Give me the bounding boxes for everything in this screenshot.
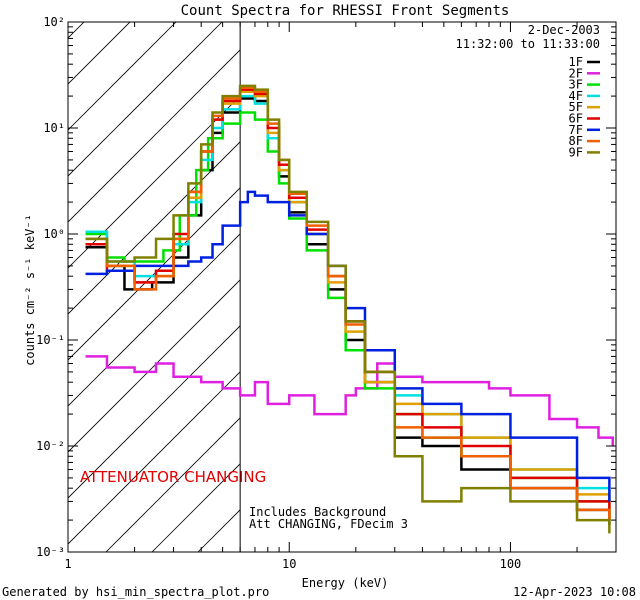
y-tick-label: 10⁻² xyxy=(36,439,65,453)
y-axis-label: counts cm⁻² s⁻¹ keV⁻¹ xyxy=(23,214,37,366)
hatch-line xyxy=(105,417,241,552)
y-tick-label: 10⁻³ xyxy=(36,545,65,559)
chart-title: Count Spectra for RHESSI Front Segments xyxy=(181,3,510,19)
plot-frame xyxy=(67,21,617,553)
hatch-line xyxy=(68,371,241,545)
y-tick-label: 10² xyxy=(43,15,65,29)
x-tick-label: 100 xyxy=(500,557,522,571)
legend-label-8f: 8F xyxy=(569,134,583,148)
hatch-line xyxy=(68,325,241,499)
y-tick-label: 10⁰ xyxy=(43,227,65,241)
footer-timestamp: 12-Apr-2023 10:08 xyxy=(513,585,636,599)
legend-label-2f: 2F xyxy=(569,66,583,80)
x-axis-label: Energy (keV) xyxy=(302,576,389,590)
legend-label-5f: 5F xyxy=(569,100,583,114)
attenuator-note: ATTENUATOR CHANGING xyxy=(80,468,266,486)
hatch-line xyxy=(68,49,241,223)
legend-time-range: 11:32:00 to 11:33:00 xyxy=(456,37,601,51)
legend-label-1f: 1F xyxy=(569,55,583,69)
x-tick-label: 10 xyxy=(282,557,296,571)
legend-label-9f: 9F xyxy=(569,145,583,159)
y-tick-label: 10¹ xyxy=(43,121,65,135)
legend-label-3f: 3F xyxy=(569,78,583,92)
hatch-line xyxy=(68,233,241,407)
x-tick-label: 1 xyxy=(64,557,71,571)
series-layer xyxy=(85,84,614,534)
series-7f xyxy=(85,190,611,502)
footer-generated-by: Generated by hsi_min_spectra_plot.pro xyxy=(2,585,269,599)
axis-ticks: 1 10 100 10⁻³ 10⁻² 10⁻¹ 10⁰ 10¹ 10² xyxy=(36,15,617,571)
series-9f xyxy=(85,84,611,534)
legend-date: 2-Dec-2003 xyxy=(528,23,600,37)
y-tick-label: 10⁻¹ xyxy=(36,333,65,347)
annotation-background: Includes Background xyxy=(249,505,386,519)
series-2f xyxy=(85,355,614,446)
legend-label-6f: 6F xyxy=(569,112,583,126)
legend-label-4f: 4F xyxy=(569,89,583,103)
hatch-line xyxy=(68,22,223,177)
annotation-attenuator: Att CHANGING, FDecim 3 xyxy=(249,517,408,531)
hatch-line xyxy=(68,22,177,131)
legend-label-7f: 7F xyxy=(569,123,583,137)
